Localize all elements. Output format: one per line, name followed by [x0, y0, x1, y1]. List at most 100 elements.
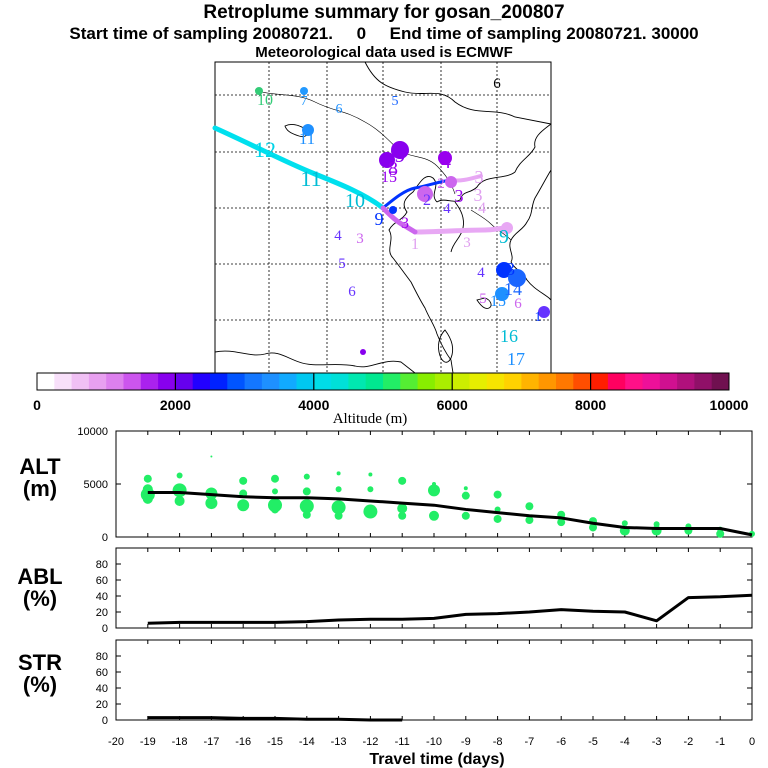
colorbar-swatch	[365, 373, 384, 390]
scatter-point	[239, 476, 248, 485]
colorbar-swatch	[625, 373, 643, 390]
scatter-point	[589, 523, 597, 532]
scatter-point	[302, 487, 311, 496]
scatter-point	[493, 514, 502, 523]
scatter-point	[397, 503, 408, 514]
x-tick-label: -1	[715, 736, 725, 748]
scatter-point	[368, 472, 373, 477]
scatter-point	[142, 493, 153, 504]
y-tick-label: 40	[96, 591, 108, 603]
scatter-point	[176, 472, 183, 479]
scatter-point	[461, 491, 470, 500]
plume-marker	[302, 124, 314, 136]
map-label: 6	[336, 102, 343, 117]
trajectory-link	[380, 205, 418, 235]
colorbar-swatch	[383, 373, 401, 390]
scatter-point	[272, 488, 278, 495]
panel-str: 80 60 40 20 0	[96, 639, 753, 727]
panel-alt: 10000 5000 0	[77, 426, 755, 544]
y-tick-label: 60	[96, 575, 108, 587]
y-tick-label: 80	[96, 651, 108, 663]
map-label: 7	[301, 94, 308, 109]
plume-marker	[438, 151, 452, 165]
map-label: 10	[257, 92, 273, 109]
colorbar-swatch	[37, 373, 55, 390]
plume-marker	[495, 287, 509, 301]
map-label: 11	[299, 129, 315, 148]
plume-marker	[255, 87, 263, 95]
x-tick-label: -20	[108, 736, 124, 748]
map-label: 16	[500, 326, 518, 346]
scatter-point	[367, 486, 374, 493]
plume-marker	[379, 152, 395, 168]
series-line	[147, 716, 403, 722]
x-tick-label: -18	[172, 736, 188, 748]
map-label: 11	[300, 166, 321, 191]
map-label: 9	[395, 142, 406, 167]
scatter-point	[621, 520, 628, 527]
colorbar-tick-label: 10000	[710, 397, 749, 413]
map-label: 17	[507, 349, 525, 369]
colorbar-swatch	[677, 373, 695, 390]
colorbar-swatch	[590, 373, 609, 390]
colorbar-tick-label: 2000	[160, 397, 191, 413]
y-tick-label: 0	[102, 623, 108, 635]
x-tick-label: -17	[203, 736, 219, 748]
scatter-point	[557, 518, 566, 527]
colorbar-swatch	[244, 373, 263, 390]
plume-marker	[538, 306, 550, 318]
map-label: 9	[499, 226, 509, 248]
colorbar-swatch	[348, 373, 367, 390]
map-label: 5	[392, 94, 399, 109]
plume-marker	[445, 176, 457, 188]
map-label: 15	[490, 293, 506, 310]
trajectory-east	[412, 225, 510, 235]
colorbar-swatch	[140, 373, 159, 390]
scatter-point	[174, 495, 185, 506]
colorbar-swatch	[642, 373, 661, 390]
scatter-point	[398, 511, 407, 520]
map-label: 6	[514, 296, 522, 312]
colorbar-swatch	[556, 373, 574, 390]
scatter-point	[428, 484, 440, 497]
colorbar-swatch	[434, 373, 453, 390]
map-label: 2	[437, 176, 445, 192]
scatter-point	[398, 476, 407, 485]
x-tick-label: -11	[395, 736, 410, 748]
map-label: 3	[463, 235, 471, 251]
x-tick-label: -13	[331, 736, 347, 748]
colorbar-swatch	[175, 373, 194, 390]
plume-markers	[255, 87, 550, 355]
scatter-point	[271, 505, 279, 514]
scatter-point	[299, 499, 314, 514]
scatter-point	[143, 474, 152, 483]
scatter-point	[525, 502, 534, 511]
x-tick-label: -14	[299, 736, 315, 748]
scatter-point	[302, 510, 311, 519]
y-tick-label: 10000	[77, 426, 108, 438]
y-tick-label: 60	[96, 667, 108, 679]
y-tick-label: 20	[96, 699, 108, 711]
map-label: 1	[535, 310, 542, 325]
chart-title: Retroplume summary for gosan_200807	[203, 2, 565, 23]
plume-marker	[508, 269, 526, 287]
map-label: 6	[493, 76, 501, 92]
map-label: 12	[254, 137, 276, 162]
colorbar-swatch	[711, 373, 730, 390]
colorbar-swatch	[504, 373, 522, 390]
scatter-point	[716, 529, 725, 538]
map-label: 4	[477, 265, 485, 281]
map-label: 3	[356, 231, 364, 247]
plume-marker	[417, 186, 433, 202]
x-tick-label: -4	[620, 736, 630, 748]
x-tick-label: -6	[556, 736, 566, 748]
colorbar-tick-label: 8000	[575, 397, 606, 413]
colorbar-swatch	[88, 373, 107, 390]
colorbar-swatch	[227, 373, 246, 390]
colorbar-swatch	[694, 373, 713, 390]
trajectory-north-west	[212, 125, 386, 211]
plume-marker	[391, 141, 409, 159]
map-label: 3	[455, 186, 464, 206]
